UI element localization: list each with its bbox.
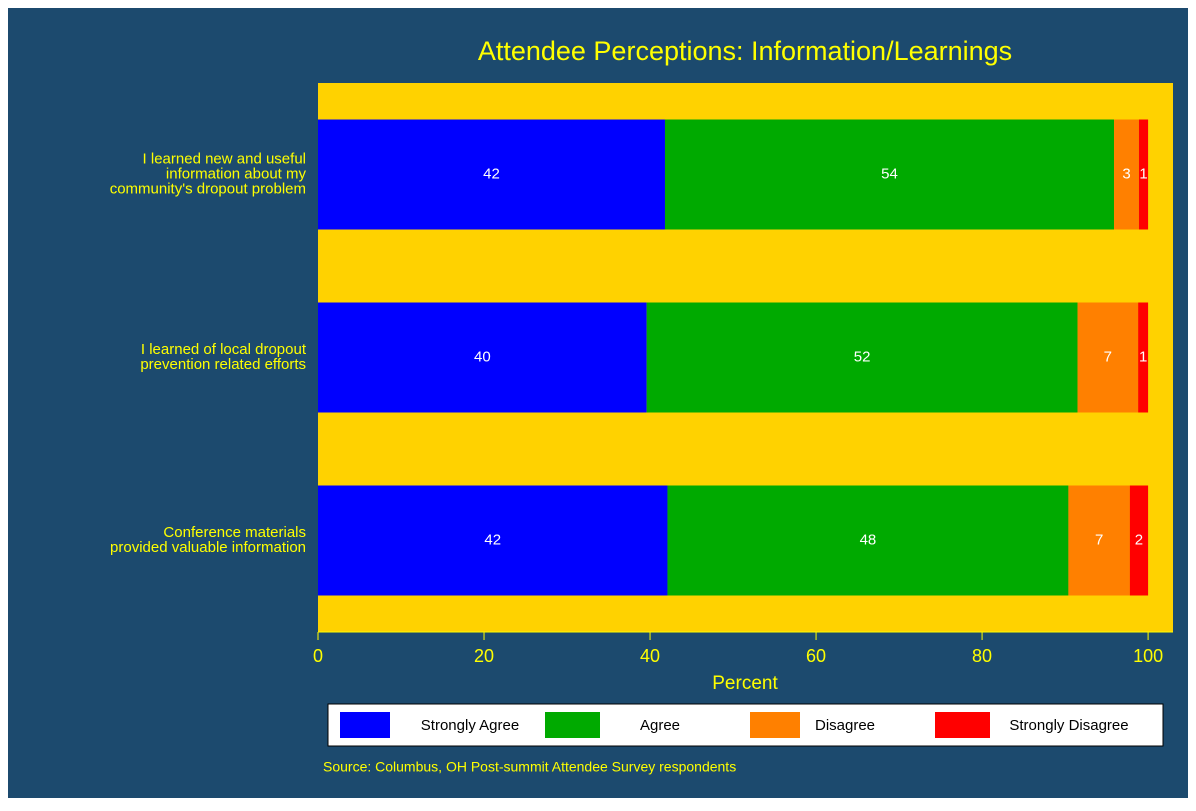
data-label: 52 — [854, 348, 871, 365]
data-label: 7 — [1095, 531, 1103, 548]
y-tick-label-line: information about my — [166, 165, 307, 182]
y-tick-label-line: prevention related efforts — [140, 356, 306, 373]
y-tick-label-line: Conference materials — [163, 524, 306, 541]
data-label: 42 — [483, 165, 500, 182]
legend-label: Agree — [640, 717, 680, 734]
x-tick-label: 80 — [972, 646, 992, 666]
bar-segment — [1138, 119, 1149, 230]
data-label: 7 — [1104, 348, 1112, 365]
data-label: 2 — [1135, 531, 1143, 548]
bar-segment — [1077, 302, 1139, 413]
bar-segment — [318, 485, 668, 596]
y-tick-label: I learned new and useful information abou… — [110, 150, 307, 197]
y-tick-label: I learned of local dropout prevention rel… — [140, 341, 306, 373]
x-tick-label: 20 — [474, 646, 494, 666]
bar-segment — [1138, 302, 1149, 413]
legend-swatch — [750, 712, 800, 738]
y-tick-label: Conference materials provided valuable in… — [110, 524, 306, 556]
bar-segment — [664, 119, 1115, 230]
bar-segment — [318, 119, 665, 230]
data-label: 3 — [1122, 165, 1130, 182]
x-tick-label: 40 — [640, 646, 660, 666]
y-tick-label-line: I learned of local dropout — [141, 341, 307, 358]
legend-swatch — [545, 712, 600, 738]
y-tick-label-line: provided valuable information — [110, 539, 306, 556]
bar-segment — [646, 302, 1078, 413]
x-tick-label: 100 — [1133, 646, 1163, 666]
legend-box — [327, 703, 1164, 747]
data-label: 54 — [881, 165, 898, 182]
bar-segment — [1129, 485, 1149, 596]
bar-segment — [667, 485, 1069, 596]
chart-title: Attendee Perceptions: Information/Learni… — [478, 36, 1012, 66]
bar-segment — [318, 302, 647, 413]
data-label: 40 — [474, 348, 491, 365]
y-tick-label-line: community's dropout problem — [110, 180, 306, 197]
data-label: 1 — [1139, 348, 1147, 365]
y-tick-label-line: I learned new and useful — [143, 150, 306, 167]
bar-segment — [1068, 485, 1130, 596]
x-axis-label: Percent — [712, 673, 778, 694]
legend-swatch — [340, 712, 390, 738]
data-label: 42 — [484, 531, 501, 548]
bar-segment — [1114, 119, 1139, 230]
data-label: 1 — [1139, 165, 1147, 182]
source-note: Source: Columbus, OH Post-summit Attende… — [323, 759, 736, 775]
x-tick-label: 0 — [313, 646, 323, 666]
legend-label: Strongly Disagree — [1009, 717, 1128, 734]
legend-swatch — [935, 712, 990, 738]
legend-label: Disagree — [815, 717, 875, 734]
data-label: 48 — [860, 531, 877, 548]
x-tick-label: 60 — [806, 646, 826, 666]
legend-label: Strongly Agree — [421, 717, 519, 734]
